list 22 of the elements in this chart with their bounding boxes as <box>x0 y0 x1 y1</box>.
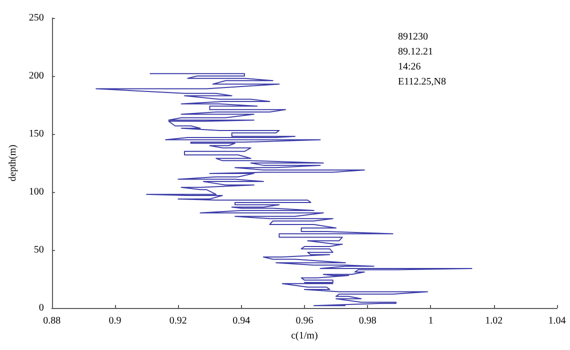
x-axis-title: c(1/m) <box>291 330 318 342</box>
x-tick-label: 0.9 <box>108 316 122 326</box>
y-tick-label: 50 <box>34 244 44 256</box>
y-tick-label: 100 <box>28 186 44 198</box>
line-series <box>96 73 472 306</box>
x-tick-label: 0.96 <box>296 316 314 326</box>
annotation: E112.25,N8 <box>398 76 446 88</box>
x-tick-label: 0.94 <box>232 316 250 326</box>
x-tick-label: 0.92 <box>169 316 187 326</box>
y-tick-label: 250 <box>28 12 44 24</box>
annotation: 14:26 <box>398 62 421 72</box>
y-tick-label: 0 <box>38 302 44 314</box>
x-tick-label: 1 <box>428 316 434 326</box>
annotation: 89.12.21 <box>398 46 433 58</box>
x-tick-label: 0.88 <box>43 316 61 326</box>
y-tick-label: 150 <box>28 128 44 140</box>
x-tick-label: 1.02 <box>485 316 503 326</box>
y-tick-label: 200 <box>28 70 44 82</box>
y-axis-title: depth(m) <box>8 144 18 182</box>
x-tick-label: 0.98 <box>358 316 376 326</box>
x-tick-label: 1.04 <box>548 316 566 326</box>
annotation: 891230 <box>398 32 428 42</box>
